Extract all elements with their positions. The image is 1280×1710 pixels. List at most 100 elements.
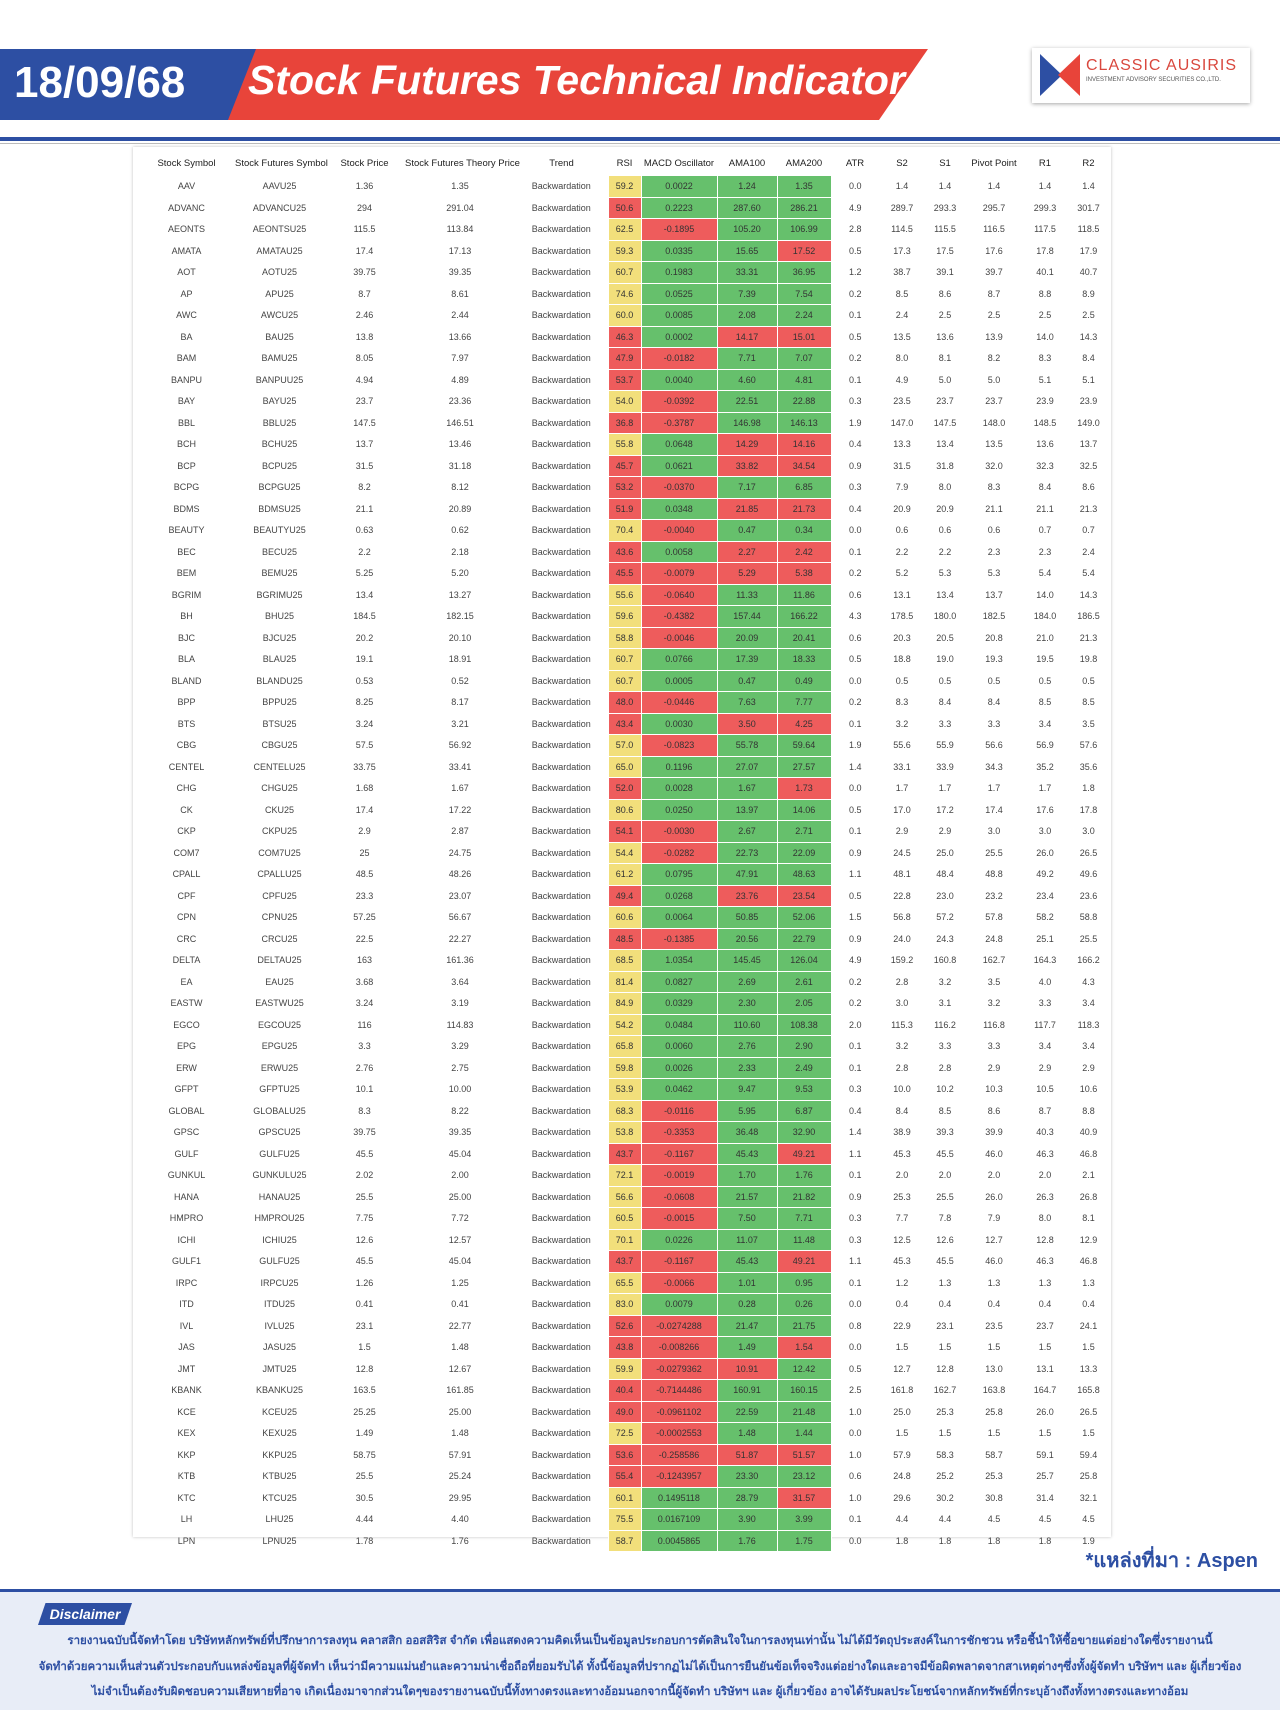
table-cell: 25.3 [985, 1471, 1003, 1482]
table-cell: 3.3 [358, 1041, 371, 1052]
table-cell: 0.5 [895, 675, 909, 686]
table-cell: 52.6 [607, 1314, 642, 1337]
table-cell: 21.73 [776, 497, 832, 520]
table-cell: 17.8 [1079, 804, 1098, 815]
table-cell: 17.8 [1036, 245, 1054, 256]
table-cell: 1.8 [987, 1535, 1001, 1546]
table-cell: 1.01 [716, 1271, 778, 1294]
table-cell: 59.6 [607, 605, 642, 628]
table-cell: 2.67 [716, 820, 778, 843]
table-cell: BEAUTYU25 [253, 525, 306, 536]
table-cell: 22.77 [448, 1320, 472, 1331]
table-cell: 287.60 [716, 196, 778, 219]
table-cell: 45.3 [893, 1148, 911, 1159]
table-cell: 118.3 [1077, 1019, 1100, 1030]
table-cell: CPN [176, 912, 196, 923]
table-cell: 20.3 [893, 632, 911, 643]
table-cell: 1.67 [716, 777, 778, 800]
table-cell: EASTWU25 [255, 998, 304, 1009]
table-cell: 0.9 [848, 1191, 862, 1202]
table-cell: 2.9 [1038, 1062, 1052, 1073]
table-cell: 51.9 [607, 497, 642, 520]
table-cell: 0.1 [848, 546, 862, 557]
table-cell: 0.47 [716, 669, 778, 692]
table-cell: 1.9 [1082, 1535, 1095, 1546]
table-cell: 1.4 [1038, 181, 1052, 192]
table-cell: 32.0 [985, 460, 1003, 471]
table-cell: 25.5 [985, 847, 1003, 858]
table-cell: 22.5 [355, 933, 374, 944]
table-cell: 59.64 [776, 734, 832, 757]
table-cell: GPSC [173, 1127, 200, 1138]
table-cell: 1.48 [451, 1342, 469, 1353]
table-cell: 17.39 [716, 648, 778, 671]
table-cell: 2.27 [716, 540, 778, 563]
table-cell: 2.08 [716, 304, 778, 327]
table-cell: Backwardation [531, 632, 591, 643]
table-cell: 57.91 [448, 1449, 472, 1460]
table-cell: BANPUU25 [255, 374, 304, 385]
table-cell: 14.0 [1036, 589, 1054, 600]
table-cell: 8.6 [938, 288, 952, 299]
table-cell: 33.1 [893, 761, 911, 772]
table-cell: 0.2 [848, 568, 862, 579]
table-row: GPSC GPSCU25 39.75 39.35 Backwardation 53.8 -0… [138, 1121, 1110, 1144]
table-row: BEC BECU25 2.2 2.18 Backwardation 43.6 0.0058 2… [138, 540, 1110, 563]
table-cell: 161.85 [446, 1385, 474, 1396]
table-cell: 3.4 [1082, 1041, 1095, 1052]
table-cell: 117.7 [1034, 1019, 1056, 1030]
column-header: Stock Futures Theory Price [405, 157, 520, 169]
table-cell: 75.5 [607, 1508, 642, 1531]
table-cell: 12.67 [448, 1363, 472, 1374]
table-cell: 55.6 [607, 583, 642, 606]
table-cell: 146.13 [776, 411, 832, 434]
table-cell: 4.44 [355, 1514, 374, 1525]
table-cell: 24.3 [936, 933, 954, 944]
table-cell: 7.8 [938, 1213, 952, 1224]
table-cell: 20.8 [985, 632, 1003, 643]
disclaimer-title: Disclaimer [38, 1603, 132, 1625]
table-cell: EA [180, 976, 193, 987]
table-cell: 0.0621 [640, 454, 718, 477]
table-cell: GULFU25 [259, 1256, 300, 1267]
table-row: AOT AOTU25 39.75 39.35 Backwardation 60.7 0.19… [138, 261, 1110, 284]
table-cell: 8.5 [895, 288, 909, 299]
table-cell: 113.84 [446, 224, 474, 235]
table-cell: 1.5 [938, 1428, 952, 1439]
table-cell: 294 [356, 202, 373, 213]
table-cell: 72.1 [607, 1164, 642, 1187]
table-cell: CRC [176, 933, 197, 944]
table-cell: 46.3 [607, 325, 642, 348]
logo-icon [1040, 54, 1080, 96]
table-row: CK CKU25 17.4 17.22 Backwardation 80.6 0.0250 1… [138, 798, 1110, 821]
table-cell: 10.2 [936, 1084, 954, 1095]
table-cell: 1.2 [848, 267, 862, 278]
table-cell: 11.48 [776, 1228, 832, 1251]
table-cell: 19.5 [1036, 654, 1054, 665]
table-cell: 2.0 [1038, 1170, 1052, 1181]
table-cell: IRPCU25 [260, 1277, 299, 1288]
table-cell: KBANK [171, 1385, 202, 1396]
table-cell: 1.35 [451, 181, 469, 192]
table-cell: 12.8 [1036, 1234, 1054, 1245]
table-cell: 18.8 [893, 654, 911, 665]
table-cell: 4.9 [848, 202, 862, 213]
table-cell: ICHI [177, 1234, 196, 1245]
table-cell: 60.6 [607, 906, 642, 929]
table-cell: 116 [357, 1019, 372, 1030]
table-cell: CPFU25 [262, 890, 297, 901]
divider [0, 137, 1280, 141]
table-cell: AEONTS [167, 224, 205, 235]
table-cell: 80.6 [607, 798, 642, 821]
table-cell: 21.1 [355, 503, 374, 514]
table-cell: 5.29 [716, 562, 778, 585]
table-cell: 25.5 [1079, 933, 1098, 944]
table-cell: 74.6 [607, 282, 642, 305]
table-cell: 26.3 [1036, 1191, 1054, 1202]
table-cell: 0.5 [848, 804, 862, 815]
table-row: BLA BLAU25 19.1 18.91 Backwardation 60.7 0.076… [138, 648, 1110, 671]
table-cell: Backwardation [531, 1041, 591, 1052]
table-cell: 47.91 [716, 863, 778, 886]
table-row: EGCO EGCOU25 116 114.83 Backwardation 54.2 0.0… [138, 1013, 1110, 1036]
table-cell: 22.59 [716, 1400, 778, 1423]
